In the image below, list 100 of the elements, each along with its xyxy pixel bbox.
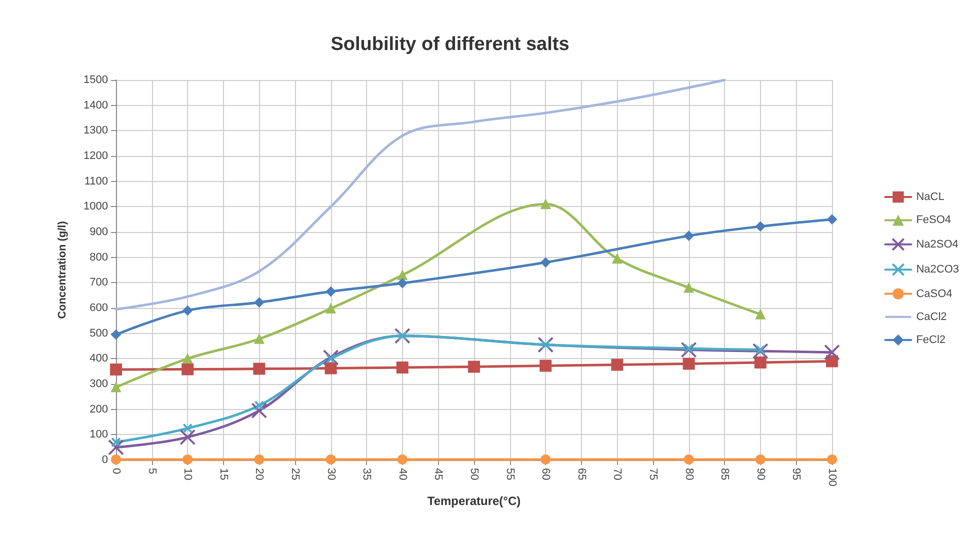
point (322, 349, 339, 366)
x-tick-label: 20 (253, 468, 266, 480)
point (755, 454, 766, 464)
point (540, 360, 552, 372)
point (397, 454, 408, 464)
y-tick-label: 700 (90, 276, 108, 289)
point (180, 429, 196, 446)
x-tick-label: 15 (217, 468, 230, 480)
x-tick-label: 45 (432, 468, 444, 480)
y-tick-label: 900 (90, 226, 108, 238)
point (182, 354, 193, 364)
point (182, 363, 194, 376)
line-series (114, 78, 726, 311)
y-tick-label: 1300 (84, 124, 108, 137)
point (540, 340, 551, 350)
point (254, 454, 264, 464)
point (540, 257, 551, 268)
point (254, 334, 264, 344)
legend-label: CaCl2 (916, 310, 947, 323)
x-tick-label: 80 (682, 468, 695, 480)
x-tick-label: 0 (110, 468, 122, 474)
y-tick-label: 300 (90, 378, 108, 390)
point (182, 423, 193, 434)
point (111, 454, 121, 464)
point (110, 364, 122, 376)
point (326, 286, 336, 297)
point (111, 437, 121, 448)
point (397, 330, 408, 341)
x-tick-label: 25 (289, 468, 301, 480)
x-tick-label: 65 (575, 468, 588, 480)
x-tick-label: 40 (396, 468, 408, 480)
legend-label: FeSO4 (916, 214, 952, 226)
legend-label: FeCl2 (916, 334, 946, 346)
x-tick-label: 50 (468, 468, 480, 480)
legend-label: Na2CO3 (916, 264, 959, 276)
point (682, 358, 695, 370)
point (611, 358, 624, 371)
point (755, 344, 766, 355)
point (684, 230, 694, 241)
point (397, 270, 408, 280)
y-tick-label: 400 (90, 352, 108, 365)
point (182, 454, 193, 464)
x-tick-label: 95 (790, 468, 802, 480)
x-tick-label: 100 (826, 468, 838, 486)
x-tick-label: 90 (754, 468, 766, 480)
y-tick-label: 100 (90, 428, 108, 441)
x-axis-title: Temperature(°C) (427, 494, 521, 508)
point (612, 254, 622, 264)
y-tick-label: 800 (90, 251, 108, 264)
point (684, 282, 694, 293)
point (684, 454, 694, 464)
y-tick-label: 1500 (84, 74, 108, 86)
y-tick-label: 1000 (84, 200, 108, 213)
x-tick-label: 60 (540, 468, 552, 480)
point (326, 354, 336, 364)
point (827, 454, 837, 464)
point (254, 297, 264, 308)
point (254, 400, 264, 411)
legend-label: CaSO4 (916, 288, 952, 300)
chart-title: Solubility of different salts (330, 34, 570, 55)
y-tick-label: 1400 (84, 99, 108, 112)
point (111, 382, 121, 392)
y-tick-label: 1200 (84, 150, 108, 162)
y-tick-label: 500 (90, 327, 108, 340)
point (755, 309, 766, 320)
point (684, 344, 694, 354)
x-tick-label: 30 (324, 468, 337, 480)
point (754, 356, 766, 368)
x-tick-label: 5 (146, 468, 158, 474)
point (752, 343, 768, 360)
x-tick-label: 85 (718, 468, 731, 480)
point (326, 454, 336, 464)
point (108, 439, 124, 456)
x-tick-label: 35 (360, 468, 373, 480)
point (251, 402, 268, 419)
point (540, 199, 551, 210)
y-axis-title: Concentration (g/l) (56, 220, 68, 319)
point (182, 306, 193, 316)
x-tick-label: 70 (611, 468, 624, 480)
legend-label: NaCL (916, 191, 944, 203)
y-tick-label: 600 (90, 302, 108, 314)
point (824, 344, 840, 360)
y-tick-label: 0 (102, 454, 108, 466)
point (111, 330, 121, 340)
y-tick-label: 200 (90, 403, 108, 416)
point (326, 304, 336, 314)
point (755, 221, 766, 232)
x-tick-label: 55 (504, 468, 516, 480)
point (397, 278, 408, 288)
point (827, 214, 837, 224)
legend-label: Na2SO4 (916, 238, 958, 250)
point (396, 362, 408, 374)
x-tick-label: 10 (182, 468, 194, 480)
point (468, 360, 480, 373)
point (324, 362, 337, 374)
x-tick-label: 75 (647, 468, 659, 480)
point (680, 342, 697, 358)
y-tick-label: 1100 (84, 175, 108, 188)
point (253, 362, 266, 375)
point (540, 454, 551, 464)
